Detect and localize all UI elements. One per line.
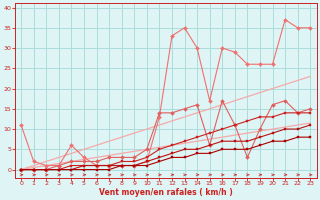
X-axis label: Vent moyen/en rafales ( km/h ): Vent moyen/en rafales ( km/h ) xyxy=(99,188,233,197)
